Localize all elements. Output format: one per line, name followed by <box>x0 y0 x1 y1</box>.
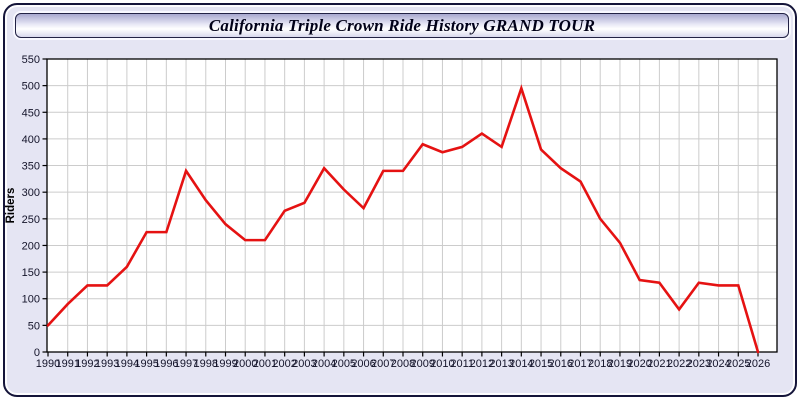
x-tick-label: 2018 <box>588 358 612 370</box>
x-tick-label: 1995 <box>134 358 158 370</box>
y-tick-label: 50 <box>28 320 40 332</box>
x-tick-label: 2017 <box>568 358 592 370</box>
x-tick-label: 1991 <box>55 358 79 370</box>
x-tick-label: 2002 <box>272 358 296 370</box>
y-tick-label: 400 <box>22 134 40 146</box>
page-title: California Triple Crown Ride History GRA… <box>208 16 596 35</box>
plot-frame <box>46 58 778 353</box>
x-tick-label: 2015 <box>529 358 553 370</box>
x-tick-label: 1997 <box>174 358 198 370</box>
x-tick-label: 1990 <box>36 358 60 370</box>
x-tick-label: 2023 <box>687 358 711 370</box>
x-tick-label: 2013 <box>489 358 513 370</box>
x-tick-label: 2024 <box>706 358 730 370</box>
x-tick-label: 2019 <box>608 358 632 370</box>
x-tick-label: 2009 <box>410 358 434 370</box>
x-tick-label: 1994 <box>115 358 139 370</box>
x-tick-label: 2005 <box>332 358 356 370</box>
x-tick-label: 1999 <box>213 358 237 370</box>
riders-series-line <box>46 84 760 354</box>
x-tick-label: 1992 <box>75 358 99 370</box>
y-tick-label: 350 <box>22 161 40 173</box>
x-tick-label: 2008 <box>391 358 415 370</box>
title-bar: California Triple Crown Ride History GRA… <box>15 13 789 38</box>
y-tick-label: 0 <box>34 347 40 359</box>
x-tick-label: 2021 <box>647 358 671 370</box>
y-tick-label: 300 <box>22 187 40 199</box>
x-tick-label: 2014 <box>509 358 533 370</box>
x-tick-label: 2025 <box>726 358 750 370</box>
x-tick-label: 2012 <box>470 358 494 370</box>
y-tick-label: 200 <box>22 240 40 252</box>
y-tick-label: 550 <box>22 54 40 66</box>
x-tick-label: 2007 <box>371 358 395 370</box>
x-tick-label: 2003 <box>292 358 316 370</box>
x-tick-label: 2022 <box>667 358 691 370</box>
x-tick-label: 2016 <box>549 358 573 370</box>
plot-area <box>47 59 777 352</box>
x-tick-label: 2011 <box>450 358 474 370</box>
x-tick-label: 2006 <box>351 358 375 370</box>
y-tick-label: 150 <box>22 267 40 279</box>
x-tick-label: 2026 <box>746 358 770 370</box>
y-axis-label: Riders <box>5 188 17 224</box>
x-tick-label: 1993 <box>95 358 119 370</box>
y-tick-label: 100 <box>22 294 40 306</box>
y-tick-label: 250 <box>22 214 40 226</box>
x-tick-label: 2004 <box>312 358 336 370</box>
y-tick-label: 450 <box>22 107 40 119</box>
x-tick-label: 1998 <box>194 358 218 370</box>
x-tick-label: 2001 <box>253 358 277 370</box>
x-tick-label: 2000 <box>233 358 257 370</box>
y-tick-label: 500 <box>22 81 40 93</box>
x-tick-label: 1996 <box>154 358 178 370</box>
x-tick-label: 2010 <box>430 358 454 370</box>
x-tick-label: 2020 <box>627 358 651 370</box>
